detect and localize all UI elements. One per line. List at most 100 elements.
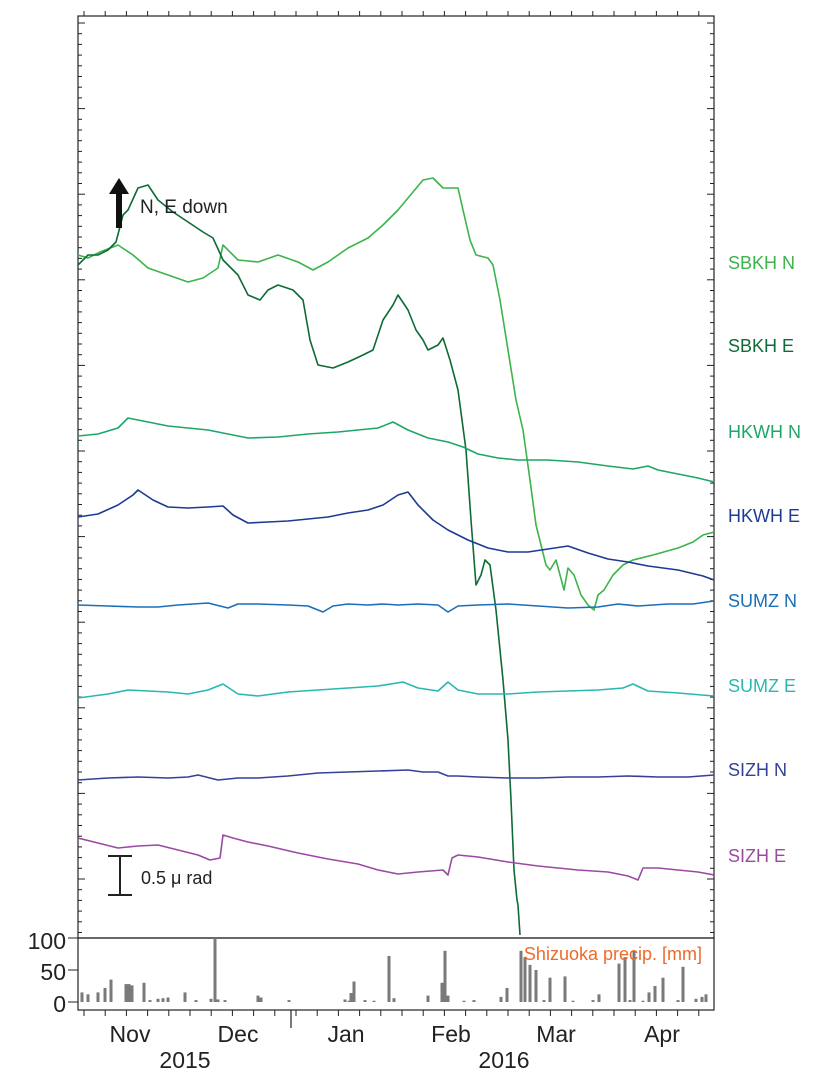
precip-bar: [534, 970, 538, 1002]
month-label-jan: Jan: [327, 1021, 364, 1047]
precip-bar: [86, 994, 90, 1002]
scale-label: 0.5 μ rad: [141, 868, 212, 888]
precip-bar: [124, 984, 128, 1002]
precip-bar: [700, 996, 704, 1002]
precip-bar: [505, 987, 509, 1002]
precip-bar: [183, 992, 187, 1002]
precip-bar: [694, 998, 698, 1002]
precip-bar: [632, 950, 636, 1002]
precip-bar: [542, 1000, 546, 1002]
series-line-hkwh-n: [78, 417, 714, 483]
precip-bar: [80, 992, 84, 1002]
tick-marks: [68, 11, 714, 1028]
year-label-2016: 2016: [478, 1047, 529, 1073]
precip-bar: [676, 1000, 680, 1002]
scale-bar: [108, 855, 132, 896]
direction-annotation: N, E down: [140, 197, 228, 218]
precip-bar: [647, 992, 651, 1002]
series-line-sizh-e: [78, 834, 714, 881]
precip-bar: [156, 998, 160, 1002]
series-label-sbkh-n: SBKH N: [728, 253, 795, 273]
precip-bar: [142, 982, 146, 1002]
precip-bar: [256, 995, 260, 1002]
precip-bar: [127, 984, 131, 1002]
precip-bar: [223, 1000, 227, 1002]
precip-bar: [209, 998, 213, 1002]
precip-bar: [443, 950, 447, 1002]
precip-bar: [499, 996, 503, 1002]
precip-bar: [349, 993, 353, 1002]
tilt-series: [78, 177, 714, 936]
precip-bar: [661, 977, 665, 1002]
precip-bar: [216, 999, 220, 1002]
series-line-sizh-n: [78, 769, 714, 781]
precip-bar: [352, 981, 356, 1002]
series-label-hkwh-e: HKWH E: [728, 506, 800, 526]
series-label-sizh-n: SIZH N: [728, 760, 787, 780]
series-label-sumz-e: SUMZ E: [728, 676, 796, 696]
series-line-hkwh-e: [78, 489, 714, 581]
precip-bar: [161, 998, 165, 1002]
month-label-nov: Nov: [110, 1021, 151, 1047]
precip-bar: [426, 995, 430, 1002]
precip-bar: [563, 976, 567, 1002]
precip-bar: [109, 979, 113, 1002]
precip-bar: [103, 987, 107, 1002]
precip-bar: [591, 1000, 595, 1002]
precip-bar: [623, 957, 627, 1002]
precip-bar: [653, 986, 657, 1002]
series-line-sbkh-e: [78, 184, 521, 936]
precip-bar: [628, 1000, 632, 1002]
precip-ytick-0: 0: [53, 991, 66, 1017]
precip-bar: [528, 964, 532, 1002]
series-label-hkwh-n: HKWH N: [728, 422, 801, 442]
precip-bar: [446, 995, 450, 1002]
precip-bar: [347, 1000, 351, 1002]
upper-plot-frame: [77, 15, 715, 939]
precip-bar: [194, 1000, 198, 1002]
precip-ytick-50: 50: [40, 959, 66, 985]
precip-bar: [681, 966, 685, 1002]
precip-bar: [259, 997, 263, 1002]
precip-bar: [440, 982, 444, 1002]
precip-bar: [387, 955, 391, 1002]
precip-bar: [343, 999, 347, 1002]
precip-bar: [363, 1000, 367, 1002]
precip-bar: [213, 938, 217, 1002]
precip-panel-frame: [77, 937, 715, 1011]
precip-bar: [519, 950, 523, 1002]
series-label-sizh-e: SIZH E: [728, 846, 786, 866]
precip-bar: [462, 1000, 466, 1002]
precip-bar: [148, 1000, 152, 1002]
series-label-sumz-n: SUMZ N: [728, 591, 797, 611]
month-label-apr: Apr: [644, 1021, 680, 1047]
precip-bar: [287, 1000, 291, 1002]
precip-bar: [130, 985, 134, 1002]
year-label-2015: 2015: [159, 1047, 210, 1073]
series-line-sumz-n: [78, 600, 714, 613]
precip-bars: [80, 938, 708, 1002]
precip-bar: [548, 977, 552, 1002]
precip-bar: [472, 1000, 476, 1002]
month-label-mar: Mar: [536, 1021, 576, 1047]
precip-bar: [641, 1000, 645, 1002]
precip-bar: [571, 1000, 575, 1002]
series-label-sbkh-e: SBKH E: [728, 336, 794, 356]
precip-bar: [166, 997, 170, 1002]
arrow-up-icon: [109, 178, 129, 228]
series-line-sbkh-n: [78, 177, 714, 611]
month-label-dec: Dec: [218, 1021, 259, 1047]
month-label-feb: Feb: [431, 1021, 471, 1047]
precip-bar: [597, 994, 601, 1002]
precip-bar: [96, 992, 100, 1002]
precip-title: Shizuoka precip. [mm]: [524, 944, 702, 964]
series-line-sumz-e: [78, 681, 714, 699]
precip-bar: [372, 1000, 376, 1002]
precip-bar: [392, 998, 396, 1002]
precip-bar: [523, 957, 527, 1002]
series-labels: SBKH N SBKH E HKWH N HKWH E SUMZ N SUMZ E SIZH…: [728, 253, 801, 866]
precip-bar: [617, 963, 621, 1002]
precip-ytick-100: 100: [28, 928, 66, 954]
